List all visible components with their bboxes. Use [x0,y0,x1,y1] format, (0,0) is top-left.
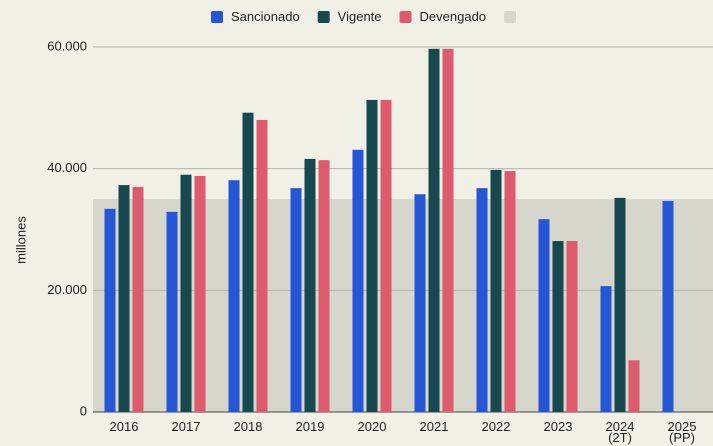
legend-swatch [317,11,330,23]
bar [442,48,454,412]
bar [180,174,192,412]
bar [552,241,564,412]
x-tick-label: 2021 [419,419,449,434]
bar [104,208,116,412]
legend-label: Devengado [420,9,487,24]
legend-swatch [399,11,412,23]
legend-swatch [211,11,223,23]
legend-label: Vigente [338,9,382,24]
bar [318,160,330,412]
bar [614,197,626,412]
bar [662,200,674,412]
bar [366,99,378,413]
bar [304,158,316,412]
bar [628,360,640,412]
x-tick-label: 2017 [171,419,201,434]
x-tick-label: 2022 [481,419,511,434]
bar [194,175,206,412]
bar [538,219,550,412]
bar [490,169,502,412]
y-tick-label: 40.000 [47,160,87,175]
bar [380,99,392,413]
x-tick-label: 2016 [109,419,139,434]
bar [352,149,364,412]
x-tick-label: 2018 [233,419,263,434]
x-tick-label: 2020 [357,419,387,434]
y-axis-label: millones [13,216,28,264]
bar [132,186,144,412]
y-tick-label: 0 [80,403,87,418]
bar [600,286,612,412]
x-tick-label: 2019 [295,419,325,434]
legend-swatch [504,11,517,23]
bar [414,194,426,412]
bar [290,188,302,412]
bar [166,211,178,412]
legend-label: Sancionado [231,9,300,24]
y-tick-label: 20.000 [47,282,87,297]
x-tick-label: 2024 (2T) [605,419,635,445]
x-tick-label: 2025 (PP) [667,419,697,445]
bar [476,188,488,412]
bar [566,241,578,412]
bar [504,171,516,412]
bar [256,120,268,412]
y-tick-label: 60.000 [47,38,87,53]
bar [242,112,254,412]
bar [118,185,130,412]
x-tick-label: 2023 [543,419,573,434]
bar [228,180,240,412]
bar [428,48,440,412]
